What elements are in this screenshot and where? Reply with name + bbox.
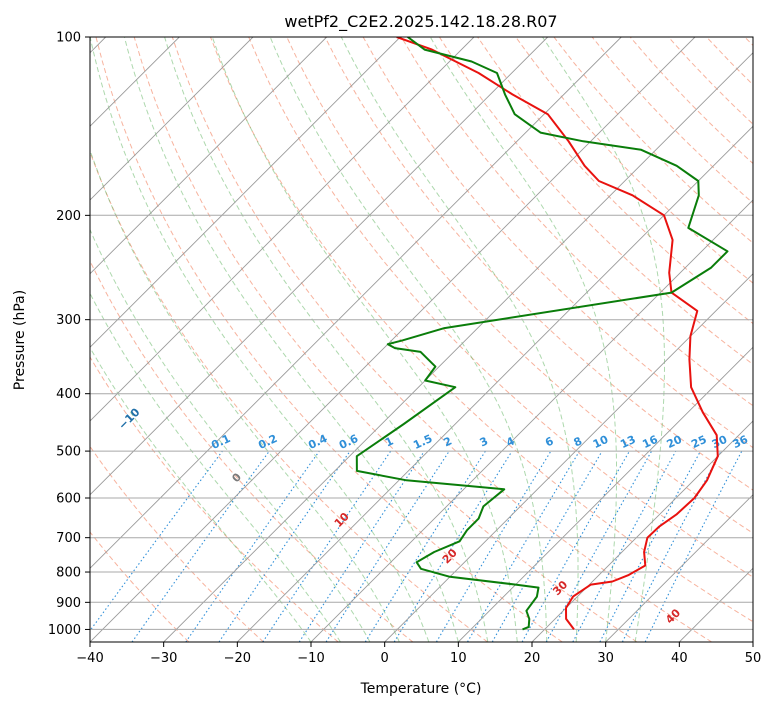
x-tick-label: −10 [297,651,324,666]
dry-adiabat [90,445,264,642]
axes: −40 −30 −20 −10 0 10 20 30 40 50 100 200 300 400 500 60… [48,31,761,667]
isotherm [310,199,753,642]
dry-adiabat [90,531,190,642]
isotherm [236,125,753,642]
y-tick-label: 200 [56,209,81,224]
isotherm [90,37,696,642]
isotherm [531,420,753,642]
dry-adiabat [90,150,488,642]
mixing-ratio-label: 16 [640,433,660,451]
x-tick-label: 30 [597,651,614,666]
mixing-ratio-line [262,450,392,642]
temperature-line [396,37,719,631]
dry-adiabat [90,356,339,642]
isotherm [457,346,753,642]
x-tick-label: 40 [671,651,688,666]
mixing-ratio-label: 25 [689,433,708,451]
y-axis-title: Pressure (hPa) [12,290,28,390]
mixing-ratio-line [393,450,513,642]
mixing-ratio-line [298,450,425,642]
mixing-ratio-label: 10 [591,433,611,451]
y-tick-label: 900 [56,596,81,611]
mixing-ratio-line [545,450,653,642]
mixing-ratio-line [521,450,630,642]
dry-adiabat [95,37,563,642]
isotherm [90,37,401,348]
y-tick-label: 700 [56,531,81,546]
grid-layer [90,37,753,642]
dry-adiabat [515,37,753,284]
dry-adiabat [171,37,712,642]
moist-adiabat [211,37,518,642]
isotherm [90,37,549,496]
mixing-ratio-label: 20 [665,433,685,451]
mixing-ratio-line [572,450,677,642]
y-tick-label: 300 [56,313,81,328]
dry-adiabat [438,37,753,366]
isotherm [90,37,254,201]
mixing-ratio-line [325,450,450,642]
moist-adiabat [123,37,459,642]
dry-adiabat [400,37,753,407]
moist-adiabat [429,37,618,642]
mixing-ratio-label: 13 [618,433,637,451]
moist-adiabat [90,228,371,642]
isotherm [90,37,328,275]
dry-adiabat [248,37,753,578]
moist-adiabat [542,37,665,642]
mixing-ratio-line [644,450,743,642]
isotherm [90,37,622,569]
isotherm [90,37,475,422]
x-tick-label: −30 [150,651,177,666]
mixing-ratio-line [131,450,270,642]
y-tick-label: 1000 [48,623,81,638]
profile-lines [355,37,729,631]
dry-adiabat [324,37,753,491]
y-tick-label: 800 [56,566,81,581]
y-tick-label: 600 [56,492,81,507]
x-tick-label: 0 [381,651,389,666]
x-tick-label: 20 [524,651,541,666]
isotherm [605,494,753,642]
moist-adiabat [340,37,579,642]
plot-frame [89,36,754,643]
mixing-ratio-line [218,450,351,642]
x-axis-title: Temperature (°C) [360,681,482,697]
dewpoint-line [355,37,729,631]
moist-adiabat [90,37,430,642]
moist-adiabat [90,148,400,642]
y-tick-label: 100 [56,31,81,46]
x-tick-label: 10 [450,651,467,666]
x-tick-label: −20 [224,651,251,666]
x-tick-label: 50 [745,651,762,666]
isotherm [384,273,753,642]
y-tick-label: 500 [56,445,81,460]
mixing-ratio-label: 36 [731,433,751,451]
mixing-ratio-line [185,450,320,642]
moist-adiabat [164,37,489,642]
moist-adiabat [90,292,341,642]
isotherm [163,52,753,642]
dry-adiabat [210,37,753,623]
mixing-ratio-label: 30 [710,433,730,451]
x-tick-label: −40 [76,651,103,666]
chart-title: wetPf2_C2E2.2025.142.18.28.R07 [284,12,557,32]
mixing-ratio-line [90,450,223,632]
dry-adiabat [133,37,638,642]
y-tick-label: 400 [56,387,81,402]
